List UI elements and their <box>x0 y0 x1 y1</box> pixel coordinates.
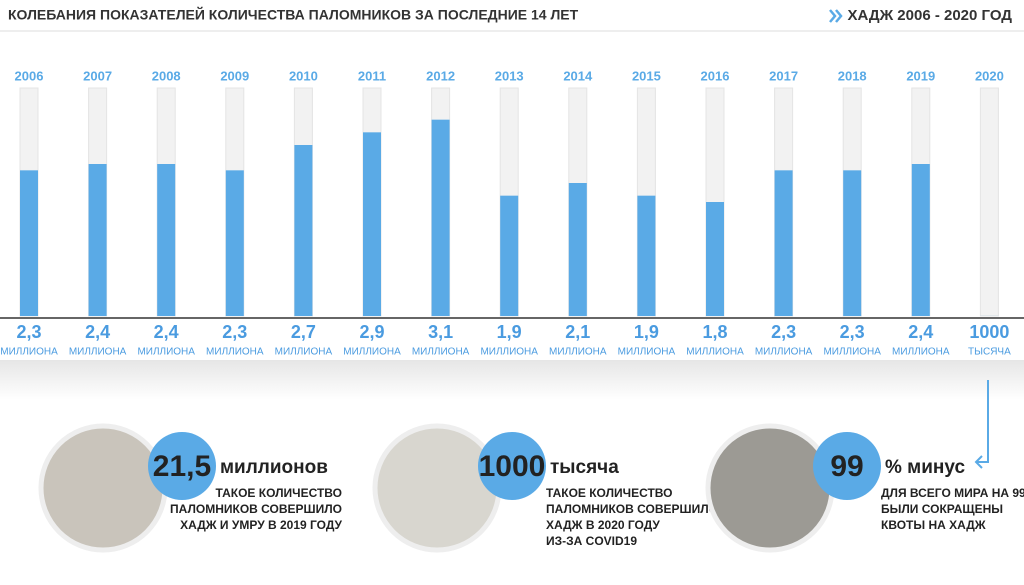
value-label: 2,4 <box>85 322 110 342</box>
stat-text: ХАДЖ И УМРУ В 2019 ГОДУ <box>180 518 342 532</box>
x-tick-label: 2006 <box>15 68 44 83</box>
x-tick-label: 2008 <box>152 68 181 83</box>
x-tick-label: 2009 <box>220 68 249 83</box>
x-tick-label: 2019 <box>906 68 935 83</box>
stat-text: ДЛЯ ВСЕГО МИРА НА 99% <box>881 486 1024 500</box>
value-label: 2,3 <box>771 322 796 342</box>
bar-track <box>980 88 998 316</box>
stat-text: ТАКОЕ КОЛИЧЕСТВО <box>216 486 342 500</box>
unit-label: ТЫСЯЧА <box>968 347 1011 358</box>
value-label: 2,3 <box>16 322 41 342</box>
x-tick-label: 2007 <box>83 68 112 83</box>
photo <box>375 426 499 550</box>
value-label: 2,4 <box>154 322 179 342</box>
bar <box>294 145 312 316</box>
value-label: 2,9 <box>359 322 384 342</box>
shadow <box>0 360 1024 400</box>
stat-text: ПАЛОМНИКОВ СОВЕРШИЛО <box>546 502 718 516</box>
unit-label: МИЛЛИОНА <box>0 347 58 358</box>
stat-unit: % минус <box>885 457 965 478</box>
value-label: 2,3 <box>222 322 247 342</box>
unit-label: МИЛЛИОНА <box>412 347 470 358</box>
unit-label: МИЛЛИОНА <box>480 347 538 358</box>
unit-label: МИЛЛИОНА <box>206 347 264 358</box>
x-tick-label: 2014 <box>563 68 593 83</box>
bar <box>89 164 107 316</box>
unit-label: МИЛЛИОНА <box>137 347 195 358</box>
x-tick-label: 2018 <box>838 68 867 83</box>
value-label: 1,9 <box>497 322 522 342</box>
value-label: 2,1 <box>565 322 590 342</box>
bar <box>226 170 244 316</box>
unit-label: МИЛЛИОНА <box>275 347 333 358</box>
value-label: 3,1 <box>428 322 453 342</box>
unit-label: МИЛЛИОНА <box>892 347 950 358</box>
value-label: 2,4 <box>908 322 933 342</box>
x-tick-label: 2011 <box>358 68 386 83</box>
chart-title: КОЛЕБАНИЯ ПОКАЗАТЕЛЕЙ КОЛИЧЕСТВА ПАЛОМНИ… <box>8 6 579 23</box>
value-label: 2,3 <box>840 322 865 342</box>
stat-unit: тысяча <box>550 457 619 478</box>
stat-value: 1000 <box>479 450 546 483</box>
stat-unit: миллионов <box>220 457 328 478</box>
stat-text: ИЗ-ЗА COVID19 <box>546 534 637 548</box>
unit-label: МИЛЛИОНА <box>823 347 881 358</box>
stat-text: ХАДЖ В 2020 ГОДУ <box>546 518 660 532</box>
value-label: 1000 <box>969 322 1009 342</box>
stat-value: 99 <box>830 450 863 483</box>
unit-label: МИЛЛИОНА <box>549 347 607 358</box>
bar <box>363 132 381 316</box>
bar <box>569 183 587 316</box>
unit-label: МИЛЛИОНА <box>343 347 401 358</box>
x-tick-label: 2020 <box>975 68 1004 83</box>
value-label: 1,8 <box>702 322 727 342</box>
bar <box>912 164 930 316</box>
photo <box>708 426 832 550</box>
x-tick-label: 2012 <box>426 68 455 83</box>
x-tick-label: 2016 <box>701 68 730 83</box>
x-tick-label: 2010 <box>289 68 318 83</box>
x-tick-label: 2013 <box>495 68 524 83</box>
photo <box>41 426 165 550</box>
stat-text: ТАКОЕ КОЛИЧЕСТВО <box>546 486 672 500</box>
chart-subtitle: ХАДЖ 2006 - 2020 ГОД <box>847 7 1012 24</box>
bar <box>432 120 450 316</box>
bar <box>500 196 518 316</box>
unit-label: МИЛЛИОНА <box>618 347 676 358</box>
stat-text: ПАЛОМНИКОВ СОВЕРШИЛО <box>170 502 342 516</box>
stat-text: БЫЛИ СОКРАЩЕНЫ <box>881 502 1003 516</box>
bar <box>775 170 793 316</box>
unit-label: МИЛЛИОНА <box>69 347 127 358</box>
chevron-icon <box>830 10 841 22</box>
value-label: 2,7 <box>291 322 316 342</box>
bar <box>843 170 861 316</box>
bar <box>157 164 175 316</box>
value-label: 1,9 <box>634 322 659 342</box>
x-tick-label: 2015 <box>632 68 661 83</box>
x-tick-label: 2017 <box>769 68 798 83</box>
unit-label: МИЛЛИОНА <box>755 347 813 358</box>
bar <box>706 202 724 316</box>
bar <box>637 196 655 316</box>
unit-label: МИЛЛИОНА <box>686 347 744 358</box>
stat-text: КВОТЫ НА ХАДЖ <box>881 518 986 532</box>
stat-value: 21,5 <box>153 450 211 483</box>
bar <box>20 170 38 316</box>
